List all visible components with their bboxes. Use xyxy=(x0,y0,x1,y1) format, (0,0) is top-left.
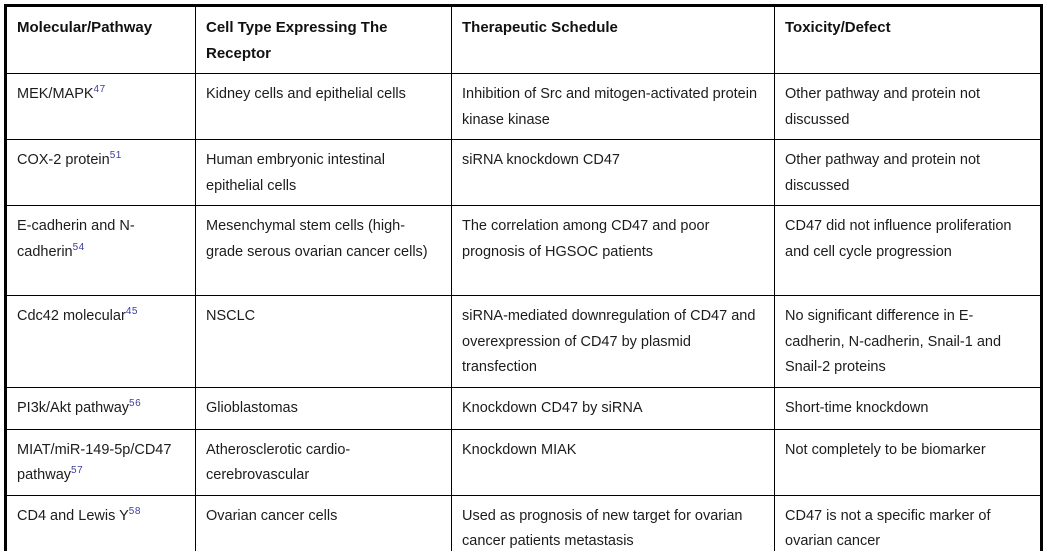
reference-superscript: 56 xyxy=(129,397,142,409)
cell-molecular: E-cadherin and N-cadherin54 xyxy=(5,205,196,296)
cell-molecular: Cdc42 molecular45 xyxy=(5,295,196,388)
reference-superscript: 45 xyxy=(125,306,138,318)
header-therapeutic-schedule: Therapeutic Schedule xyxy=(451,5,775,74)
cell-cell-type: Kidney cells and epithelial cells xyxy=(195,73,452,140)
molecular-name: MEK/MAPK xyxy=(17,86,94,102)
table-header-row: Molecular/Pathway Cell Type Expressing T… xyxy=(5,5,1042,74)
cell-molecular: MEK/MAPK47 xyxy=(5,73,196,140)
cell-molecular: PI3k/Akt pathway56 xyxy=(5,386,196,430)
molecular-name: MIAT/miR-149-5p/CD47 pathway xyxy=(17,441,172,484)
cell-cell-type: Atherosclerotic cardio-cerebrovascular xyxy=(195,428,452,496)
cell-toxicity: CD47 did not influence proliferation and… xyxy=(774,205,1042,296)
header-molecular-pathway: Molecular/Pathway xyxy=(5,5,196,74)
cell-schedule: siRNA-mediated downregulation of CD47 an… xyxy=(451,295,775,388)
cell-cell-type: Ovarian cancer cells xyxy=(195,494,452,551)
table-row: PI3k/Akt pathway56 Glioblastomas Knockdo… xyxy=(5,386,1042,430)
cell-molecular: CD4 and Lewis Y58 xyxy=(5,494,196,551)
reference-superscript: 57 xyxy=(71,465,84,477)
table-row: COX-2 protein51 Human embryonic intestin… xyxy=(5,139,1042,206)
molecular-name: E-cadherin and N-cadherin xyxy=(17,218,135,260)
cell-cell-type: NSCLC xyxy=(195,295,452,388)
table-row: E-cadherin and N-cadherin54 Mesenchymal … xyxy=(5,205,1042,296)
cell-cell-type: Human embryonic intestinal epithelial ce… xyxy=(195,139,452,206)
table-row: CD4 and Lewis Y58 Ovarian cancer cells U… xyxy=(5,494,1042,551)
cell-schedule: Used as prognosis of new target for ovar… xyxy=(451,494,775,551)
header-cell-type: Cell Type Expressing The Receptor xyxy=(195,5,452,74)
molecular-name: Cdc42 molecular xyxy=(17,308,126,324)
header-toxicity-defect: Toxicity/Defect xyxy=(774,5,1042,74)
cell-toxicity: Other pathway and protein not discussed xyxy=(774,73,1042,140)
cell-toxicity: Short-time knockdown xyxy=(774,386,1042,430)
cell-schedule: siRNA knockdown CD47 xyxy=(451,139,775,206)
cell-molecular: MIAT/miR-149-5p/CD47 pathway57 xyxy=(5,428,196,496)
reference-superscript: 58 xyxy=(128,505,141,517)
molecular-name: PI3k/Akt pathway xyxy=(17,399,130,416)
cell-cell-type: Mesenchymal stem cells (high-grade serou… xyxy=(195,205,452,296)
table-row: MEK/MAPK47 Kidney cells and epithelial c… xyxy=(5,73,1042,140)
cell-toxicity: Not completely to be biomarker xyxy=(774,428,1042,496)
reference-superscript: 51 xyxy=(109,150,122,162)
cell-toxicity: CD47 is not a specific marker of ovarian… xyxy=(774,494,1042,551)
cell-molecular: COX-2 protein51 xyxy=(5,139,196,206)
cell-schedule: Knockdown MIAK xyxy=(451,428,775,496)
reference-superscript: 54 xyxy=(72,241,85,253)
cell-toxicity: No significant difference in E-cadherin,… xyxy=(774,295,1042,388)
molecular-name: CD4 and Lewis Y xyxy=(17,507,129,524)
table-row: Cdc42 molecular45 NSCLC siRNA-mediated d… xyxy=(5,295,1042,388)
molecular-name: COX-2 protein xyxy=(17,152,110,168)
cell-cell-type: Glioblastomas xyxy=(195,386,452,430)
cell-schedule: The correlation among CD47 and poor prog… xyxy=(451,205,775,296)
cell-schedule: Inhibition of Src and mitogen-activated … xyxy=(451,73,775,140)
cell-schedule: Knockdown CD47 by siRNA xyxy=(451,386,775,430)
reference-superscript: 47 xyxy=(93,84,106,96)
cd47-pathway-table: Molecular/Pathway Cell Type Expressing T… xyxy=(4,4,1043,551)
table-row: MIAT/miR-149-5p/CD47 pathway57 Atheroscl… xyxy=(5,428,1042,496)
cell-toxicity: Other pathway and protein not discussed xyxy=(774,139,1042,206)
